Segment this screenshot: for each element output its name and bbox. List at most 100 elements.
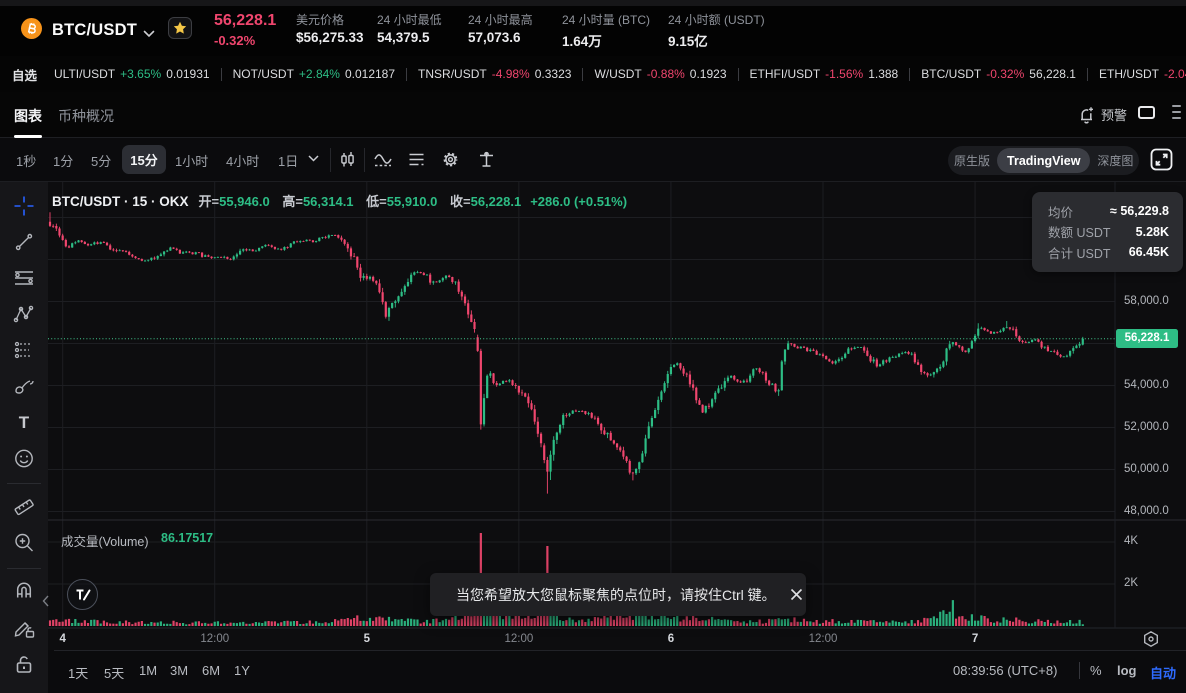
tooltip-avg-price: 均价 ≈ 56,229.8 xyxy=(1048,204,1169,220)
ticker-item[interactable]: BTC/USDT -0.32% 56,228.1 xyxy=(921,67,1076,81)
trend-line-tool-icon[interactable] xyxy=(14,232,34,252)
bell-plus-icon xyxy=(1081,106,1093,124)
range-6m[interactable]: 6M xyxy=(202,663,221,678)
ticker-divider xyxy=(1086,67,1088,81)
brush-tool-icon[interactable] xyxy=(13,376,35,397)
watchlist-tab[interactable]: 自选 xyxy=(12,68,38,83)
candlestick-plot[interactable] xyxy=(48,182,1186,650)
candle-style-icon[interactable] xyxy=(338,150,357,169)
layout-templates-icon[interactable] xyxy=(407,150,426,169)
interval-15m-active[interactable]: 15分 xyxy=(122,145,166,174)
interval-5m[interactable]: 5分 xyxy=(91,154,112,169)
percent-scale-button[interactable]: % xyxy=(1090,663,1102,678)
ticker-divider xyxy=(909,67,911,81)
interval-1m[interactable]: 1分 xyxy=(53,154,74,169)
time-axis-label: 12:00 xyxy=(808,633,838,645)
fullscreen-icon[interactable] xyxy=(1150,148,1173,171)
tooltip-total: 合计 USDT 66.45K xyxy=(1048,245,1169,261)
indicators-icon[interactable] xyxy=(373,150,393,169)
favorite-star-button[interactable] xyxy=(168,17,192,39)
crosshair-tool-icon[interactable] xyxy=(13,195,35,217)
range-1m[interactable]: 1M xyxy=(139,663,158,678)
legend-symbol[interactable]: BTC/USDT · 15 · OKX xyxy=(52,194,189,209)
fib-retracement-tool-icon[interactable] xyxy=(13,268,35,288)
view-tradingview-active[interactable]: TradingView xyxy=(997,148,1091,173)
interval-1h[interactable]: 1小时 xyxy=(175,154,209,169)
settings-gear-icon[interactable] xyxy=(441,150,460,169)
trade-info-tooltip: 均价 ≈ 56,229.8 数额 USDT 5.28K 合计 USDT 66.45K xyxy=(1032,192,1183,272)
header: BTC/USDT 56,228.1 -0.32% 美元价格 $56,275.33 … xyxy=(0,0,1186,56)
chart-legend: BTC/USDT · 15 · OKX 开=55,946.0 高=56,314.1… xyxy=(52,194,628,209)
interval-1s[interactable]: 1秒 xyxy=(16,154,37,169)
display-mode-icon[interactable] xyxy=(1138,106,1155,119)
interval-dropdown-chevron-icon[interactable] xyxy=(308,155,319,162)
magnet-tool-icon[interactable] xyxy=(14,581,35,602)
time-axis-label: 6 xyxy=(667,633,675,645)
tab-chart[interactable]: 图表 xyxy=(14,108,42,138)
compare-scale-icon[interactable] xyxy=(477,150,496,169)
time-axis-label: 12:00 xyxy=(200,633,230,645)
measure-ruler-icon[interactable] xyxy=(13,496,35,518)
chart-view-switcher: 原生版 TradingView 深度图 xyxy=(948,146,1140,175)
toast-message: 当您希望放大您鼠标聚焦的点位时，请按住Ctrl 键。 xyxy=(456,586,776,603)
view-native[interactable]: 原生版 xyxy=(954,154,991,168)
price-change-24h: -0.32% xyxy=(214,33,256,48)
bottom-bar: 1天 5天 1M 3M 6M 1Y 08:39:56 (UTC+8) % log… xyxy=(48,650,1186,693)
ticker-item[interactable]: ETHFI/USDT -1.56% 1.388 xyxy=(749,67,899,81)
ticker-item[interactable]: ULTI/USDT +3.65% 0.01931 xyxy=(54,67,210,81)
chevron-down-icon[interactable] xyxy=(143,25,155,43)
volume-axis-label: 2K xyxy=(1124,577,1139,589)
zoom-in-tool-icon[interactable] xyxy=(14,532,35,553)
timezone-settings-icon[interactable] xyxy=(1142,630,1160,648)
alert-button[interactable]: 预警 xyxy=(1078,105,1127,124)
volume-label: 成交量(Volume) xyxy=(61,535,149,549)
tooltip-amount: 数额 USDT 5.28K xyxy=(1048,224,1169,241)
drawing-toolbar: T xyxy=(0,182,48,693)
range-3m[interactable]: 3M xyxy=(170,663,189,678)
ticker-divider xyxy=(582,67,584,81)
ticker-tape: 自选 ULTI/USDT +3.65% 0.01931 NOT/USDT +2.84% 0… xyxy=(0,56,1186,92)
clock-utc8[interactable]: 08:39:56 (UTC+8) xyxy=(953,663,1058,678)
ticker-item[interactable]: NOT/USDT +2.84% 0.012187 xyxy=(232,67,396,81)
tradingview-logo[interactable] xyxy=(67,579,98,610)
last-price: 56,228.1 xyxy=(214,12,277,29)
range-1d[interactable]: 1天 xyxy=(68,666,89,681)
price-axis-label: 58,000.0 xyxy=(1124,294,1169,307)
tab-coin-overview[interactable]: 币种概况 xyxy=(58,108,114,124)
time-axis-label: 5 xyxy=(363,633,370,645)
unlock-icon[interactable] xyxy=(15,654,33,675)
ticker-item[interactable]: W/USDT -0.88% 0.1923 xyxy=(594,67,727,81)
hint-toast: 当您希望放大您鼠标聚焦的点位时，请按住Ctrl 键。 xyxy=(430,573,806,616)
ticker-divider xyxy=(737,67,739,81)
pattern-tool-icon[interactable] xyxy=(13,304,35,324)
ticker-item[interactable]: ETH/USDT-2.04%2,461.1 xyxy=(1098,67,1186,81)
time-axis-label: 4 xyxy=(59,633,66,645)
ticker-item[interactable]: TNSR/USDT -4.98% 0.3323 xyxy=(418,67,572,81)
forecast-tool-icon[interactable] xyxy=(13,340,35,360)
time-axis-label: 12:00 xyxy=(504,633,534,645)
volume-axis-label: 4K xyxy=(1124,535,1139,547)
text-tool-icon[interactable]: T xyxy=(18,413,30,432)
range-5d[interactable]: 5天 xyxy=(104,666,125,681)
more-options-icon[interactable] xyxy=(1172,105,1181,123)
interval-1d[interactable]: 1日 xyxy=(278,154,299,169)
price-axis-label: 50,000.0 xyxy=(1124,462,1169,475)
toast-close-icon[interactable] xyxy=(790,588,803,601)
price-axis-label: 52,000.0 xyxy=(1124,420,1169,433)
pair-title[interactable]: BTC/USDT xyxy=(52,21,138,39)
auto-scale-button[interactable]: 自动 xyxy=(1150,666,1177,681)
drawing-lock-icon[interactable] xyxy=(13,618,35,639)
time-axis-label: 7 xyxy=(971,633,979,645)
emoji-tool-icon[interactable] xyxy=(14,448,35,469)
collapse-toolbar-icon[interactable] xyxy=(42,595,49,610)
interval-4h[interactable]: 4小时 xyxy=(226,154,260,169)
bitcoin-icon xyxy=(21,18,42,39)
view-depth[interactable]: 深度图 xyxy=(1097,154,1134,168)
chart-toolbar: 1秒 1分 5分 15分 1小时 4小时 1日 原生版 TradingView … xyxy=(0,138,1186,182)
ticker-divider xyxy=(220,67,222,81)
ticker-divider xyxy=(406,67,408,81)
volume-value: 86.17517 xyxy=(161,531,214,545)
log-scale-button[interactable]: log xyxy=(1117,663,1137,678)
range-1y[interactable]: 1Y xyxy=(234,663,250,678)
last-price-badge: 56,228.1 xyxy=(1116,329,1178,349)
